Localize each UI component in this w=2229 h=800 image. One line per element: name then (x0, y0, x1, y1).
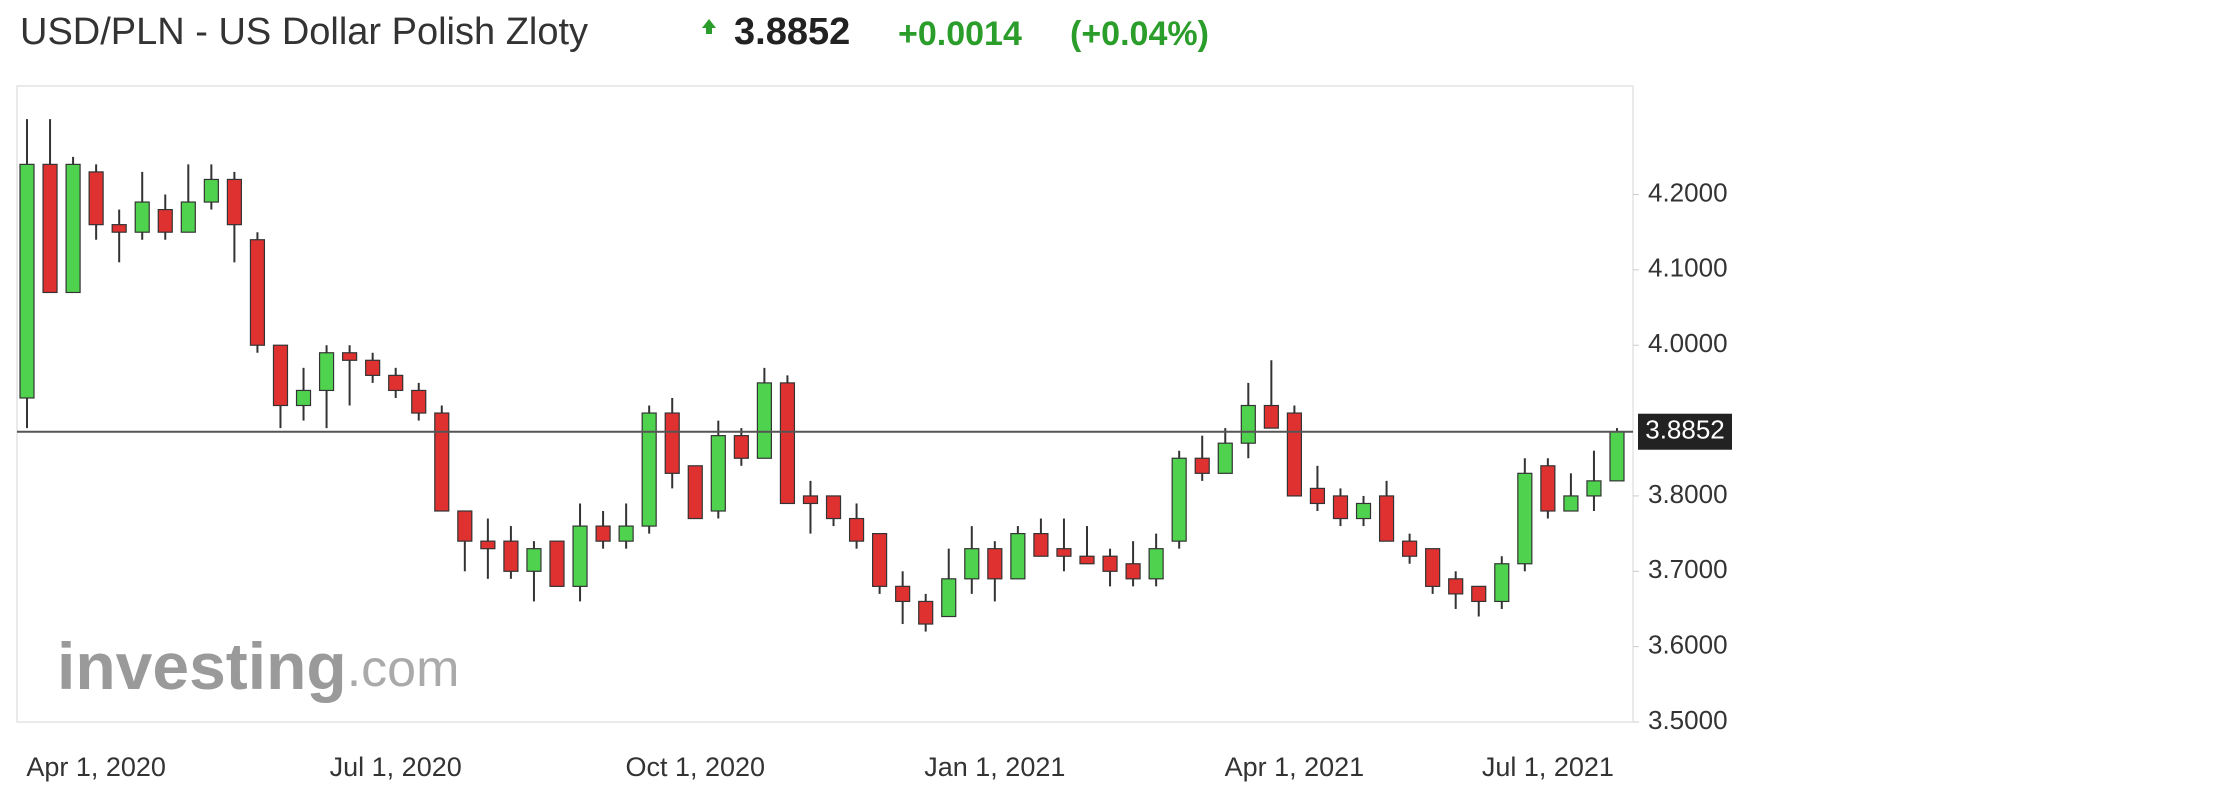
x-tick-label: Jul 1, 2020 (330, 752, 462, 782)
candle-body (1079, 555, 1095, 565)
candle-body (1586, 480, 1602, 497)
candle-body (1540, 465, 1556, 512)
x-tick-label: Apr 1, 2020 (26, 752, 166, 782)
y-tick-label: 4.0000 (1648, 328, 1728, 358)
plot-frame (16, 85, 1634, 723)
candle-body (88, 171, 104, 226)
x-tick-label: Oct 1, 2020 (625, 752, 765, 782)
watermark: investing.com (57, 629, 459, 703)
candle-body (1148, 548, 1164, 580)
last-price-label: 3.8852 (1645, 415, 1725, 445)
candle-body (710, 435, 726, 512)
candle-body (134, 201, 150, 233)
x-tick-label: Jan 1, 2021 (924, 752, 1065, 782)
candle-body (272, 344, 289, 407)
candle-body (295, 389, 312, 407)
candle-body (1171, 457, 1187, 542)
candle-body (664, 412, 680, 474)
y-tick-label: 4.1000 (1648, 253, 1728, 283)
candle-body (411, 389, 427, 414)
candle-body (480, 540, 496, 550)
candle-body (595, 525, 611, 542)
y-tick-label: 3.8000 (1648, 479, 1728, 509)
candle-body (1448, 578, 1464, 595)
watermark-domain: .com (347, 640, 460, 698)
candle-body (365, 359, 381, 376)
candle-body (549, 540, 565, 587)
candle-body (526, 548, 542, 572)
candle-body (618, 525, 634, 542)
candle-body (457, 510, 473, 542)
candle-body (503, 540, 519, 572)
instrument-title: USD/PLN - US Dollar Polish Zloty (20, 11, 588, 53)
candle-body (1217, 442, 1233, 474)
candle-body (1033, 533, 1049, 557)
candle-body (1425, 548, 1441, 587)
candle-body (434, 412, 450, 512)
candle-body (65, 163, 81, 294)
candle-body (1010, 533, 1026, 580)
y-tick-label: 3.7000 (1648, 554, 1728, 584)
candle-body (1471, 585, 1487, 603)
watermark-brand: investing (57, 629, 347, 703)
candle-body (249, 239, 266, 346)
candle-body (1194, 457, 1210, 474)
candle-body (1125, 563, 1141, 580)
y-tick-label: 3.6000 (1648, 630, 1728, 660)
candle-body (987, 548, 1003, 580)
candle-body (1378, 495, 1395, 542)
candle-body (941, 578, 957, 618)
candle-body (779, 382, 796, 505)
y-tick-label: 3.5000 (1648, 705, 1728, 735)
candle-body (802, 495, 819, 505)
candle-body (1286, 412, 1302, 497)
candle-body (388, 374, 404, 392)
price-change: +0.0014 (898, 15, 1022, 53)
candle-body (872, 533, 888, 587)
x-tick-label: Jul 1, 2021 (1482, 752, 1614, 782)
candle-body (1563, 495, 1579, 512)
candle-body (1332, 495, 1349, 520)
candle-body (756, 382, 772, 459)
candle-body (226, 178, 242, 226)
candle-body (687, 465, 703, 520)
candle-body (111, 224, 127, 233)
candle-body (157, 208, 173, 233)
y-tick-label: 4.2000 (1648, 177, 1728, 207)
x-tick-label: Apr 1, 2021 (1225, 752, 1365, 782)
up-arrow-icon (702, 19, 716, 34)
candle-body (964, 548, 980, 580)
candle-body (342, 352, 358, 361)
candle-body (1517, 472, 1533, 565)
candle-body (641, 412, 657, 527)
candle-body (1263, 404, 1279, 429)
candle-body (19, 163, 35, 399)
candle-body (1309, 487, 1326, 505)
candle-body (1102, 555, 1118, 572)
candle-body (42, 163, 58, 294)
candle-body (733, 435, 749, 459)
last-price-flag (1638, 413, 1732, 450)
candle-body (825, 495, 842, 520)
candle-body (180, 201, 196, 233)
candle-body (1240, 404, 1256, 444)
candle-body (1402, 540, 1418, 557)
last-price: 3.8852 (734, 11, 850, 53)
candle-body (1494, 563, 1510, 603)
candle-body (1056, 548, 1072, 557)
candle-body (318, 352, 335, 392)
candle-body (203, 178, 219, 203)
candle-body (918, 600, 934, 625)
price-change-pct: (+0.04%) (1070, 15, 1209, 53)
candle-body (1355, 502, 1372, 520)
candle-body (895, 585, 911, 603)
candle-body (848, 517, 865, 542)
candle-body (572, 525, 588, 587)
candle-body (1609, 431, 1625, 482)
